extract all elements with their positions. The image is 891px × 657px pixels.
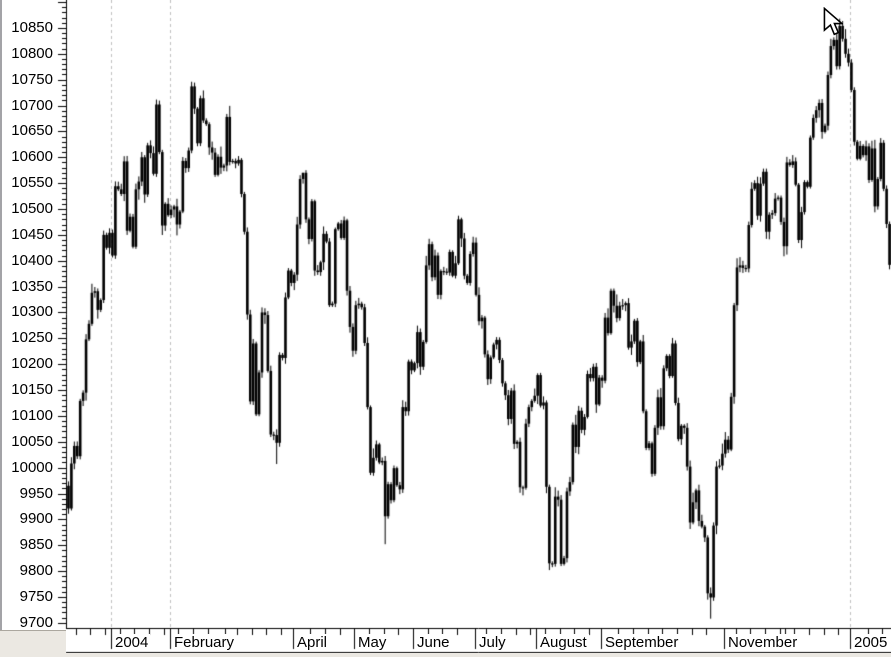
window-left-border <box>0 0 2 657</box>
window-bottom-strip <box>66 653 891 657</box>
axis-corner-panel <box>0 630 66 657</box>
